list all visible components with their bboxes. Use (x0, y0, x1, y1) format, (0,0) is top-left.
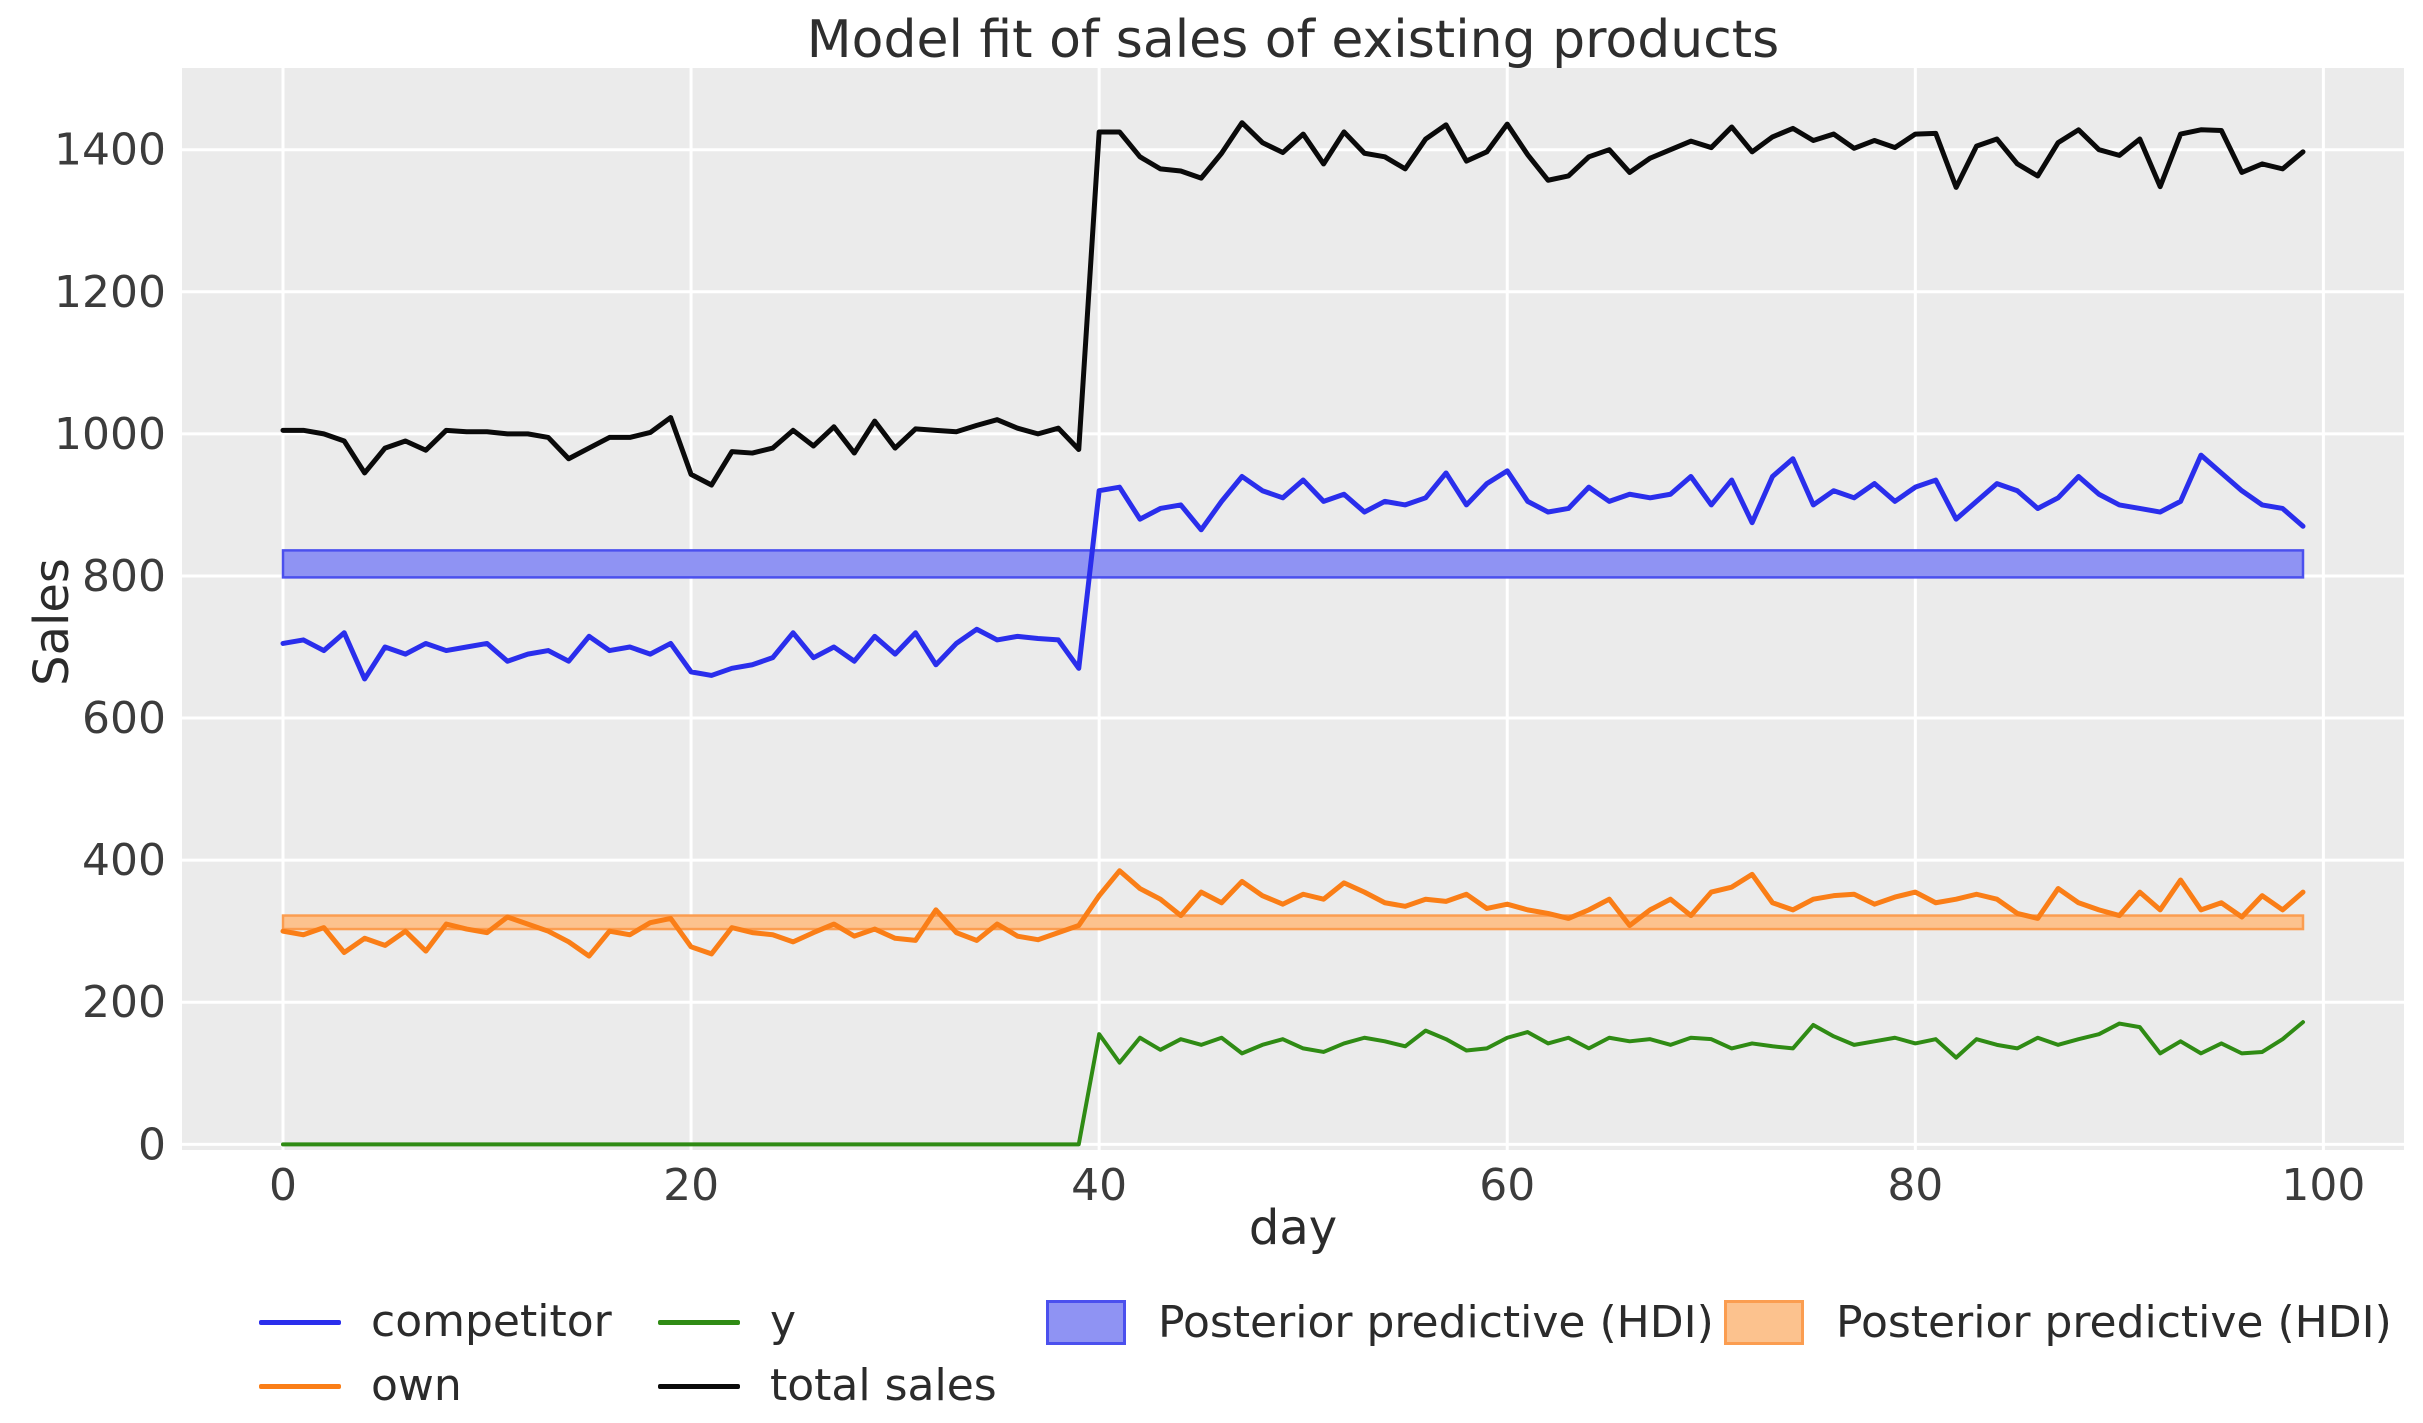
legend-line-swatch (658, 1383, 740, 1389)
chart-title: Model fit of sales of existing products (806, 10, 1780, 70)
legend-label: Posterior predictive (HDI) (1158, 1296, 1714, 1348)
legend-patch-swatch (1724, 1300, 1804, 1345)
legend-line-swatch (658, 1319, 740, 1325)
legend-item-competitor: competitor (259, 1300, 612, 1344)
y-tick-label: 0 (138, 1119, 166, 1170)
legend-patch-swatch (1046, 1300, 1126, 1345)
x-tick-label: 100 (2281, 1160, 2365, 1211)
legend-label: Posterior predictive (HDI) (1836, 1296, 2392, 1348)
hdi-band-competitor (281, 549, 2305, 579)
y-tick-label: 1400 (54, 125, 166, 176)
y-tick-label: 800 (82, 551, 166, 602)
hdi-band-own (281, 914, 2305, 931)
y-tick-label: 1000 (54, 409, 166, 460)
series-own (280, 868, 2306, 959)
x-tick-label: 0 (269, 1160, 297, 1211)
legend-item-posterior-predictive-hdi-orange: Posterior predictive (HDI) (1724, 1300, 2392, 1345)
legend-label: total sales (770, 1360, 997, 1411)
series-y (281, 1020, 2305, 1147)
series-total-sales (280, 120, 2306, 488)
legend-item-y: y (658, 1300, 796, 1344)
legend-label: competitor (371, 1296, 612, 1347)
x-tick-label: 40 (1071, 1160, 1127, 1211)
legend-item-own: own (259, 1364, 462, 1408)
legend-line-swatch (259, 1319, 341, 1325)
y-tick-label: 1200 (54, 267, 166, 318)
series-competitor (280, 452, 2306, 682)
legend-label: y (770, 1296, 797, 1347)
legend-item-total-sales: total sales (658, 1364, 997, 1408)
y-tick-label: 600 (82, 693, 166, 744)
legend-item-posterior-predictive-hdi-blue: Posterior predictive (HDI) (1046, 1300, 1714, 1345)
x-axis-label: day (1248, 1200, 1338, 1256)
legend-line-swatch (259, 1383, 341, 1389)
x-tick-label: 80 (1887, 1160, 1943, 1211)
y-tick-label: 400 (82, 835, 166, 886)
y-axis-label: Sales (24, 558, 80, 686)
legend-label: own (371, 1360, 462, 1411)
x-tick-label: 60 (1479, 1160, 1535, 1211)
plot-area (182, 68, 2404, 1150)
y-tick-label: 200 (82, 977, 166, 1028)
x-tick-label: 20 (663, 1160, 719, 1211)
